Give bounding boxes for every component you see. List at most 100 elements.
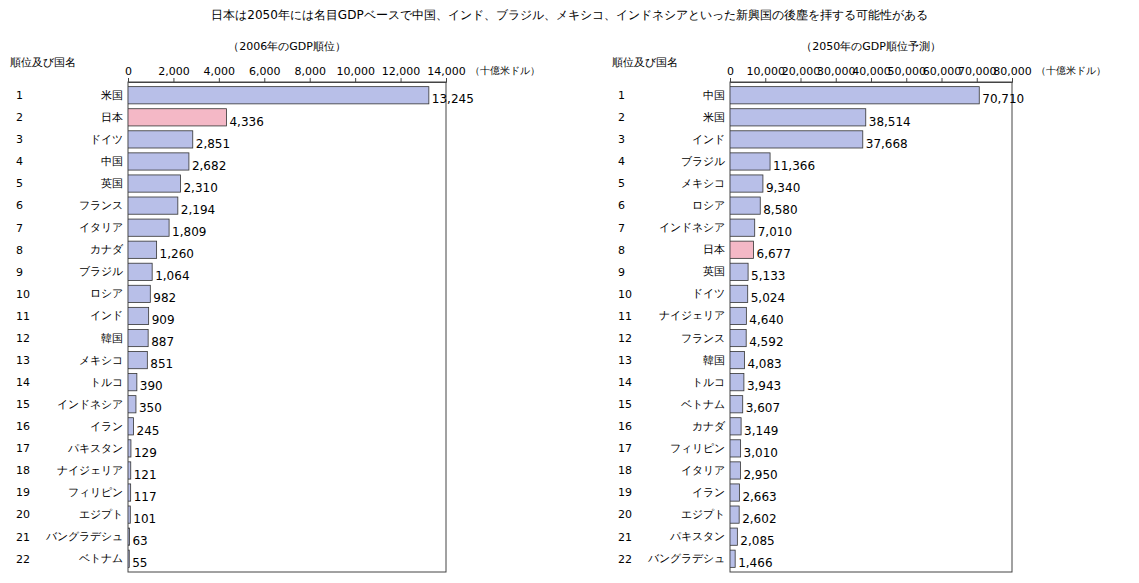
category-tick: パキスタン [67, 442, 123, 455]
category-tick: カナダ [692, 420, 726, 433]
rank-label: 22 [618, 553, 632, 566]
bar [128, 307, 149, 324]
rank-label: 2 [16, 111, 23, 124]
tick: 10,000 [336, 65, 375, 82]
data-label: 350 [139, 401, 162, 415]
bar [128, 396, 136, 413]
category-label: トルコ [90, 376, 123, 389]
bar [730, 197, 760, 214]
category-tick: トルコ [692, 376, 725, 389]
data-label: 4,336 [229, 115, 263, 129]
data-label: 982 [153, 291, 176, 305]
data-label: 909 [152, 313, 175, 327]
category-label: フィリピン [68, 486, 123, 499]
bar [128, 87, 429, 104]
bar [128, 131, 193, 148]
bar [128, 418, 134, 435]
tick-label: 0 [727, 65, 734, 78]
rank-label: 4 [618, 155, 625, 168]
tick-mark [128, 78, 129, 82]
category-label: ブラジル [79, 265, 123, 278]
tick: 10,000 [747, 65, 786, 82]
category-tick: ベトナム [681, 398, 725, 411]
data-label: 2,310 [183, 181, 217, 195]
tick-mark [977, 78, 978, 82]
category-label: メキシコ [681, 177, 725, 190]
data-label: 8,580 [763, 203, 797, 217]
tick-label: 6,000 [249, 65, 281, 78]
category-label: インド [692, 133, 725, 146]
bar [730, 329, 746, 346]
bar [730, 241, 754, 258]
data-label: 4,640 [749, 313, 783, 327]
bar [128, 219, 169, 236]
x-axis: 02,0004,0006,0008,00010,00012,00014,000 [125, 65, 466, 83]
rank-label: 6 [618, 199, 625, 212]
rank-label: 13 [618, 354, 632, 367]
tick-mark [836, 78, 837, 82]
category-label: カナダ [90, 243, 124, 256]
tick-label: 40,000 [852, 65, 891, 78]
category-label: ブラジル [681, 155, 725, 168]
category-tick: フィリピン [68, 486, 123, 499]
bar [128, 351, 147, 368]
data-label: 13,245 [432, 92, 474, 106]
tick-label: 50,000 [888, 65, 927, 78]
rank-label: 4 [16, 155, 23, 168]
data-label: 2,663 [742, 490, 776, 504]
category-label: 日本 [101, 111, 123, 124]
category-label: イタリア [79, 221, 123, 234]
category-label: ロシア [692, 199, 725, 212]
bar [730, 506, 739, 523]
bar [128, 374, 137, 391]
category-tick: フランス [79, 199, 123, 212]
rank-label: 5 [618, 177, 625, 190]
rank-label: 10 [618, 288, 632, 301]
rank-label: 8 [618, 244, 625, 257]
tick: 0 [727, 65, 734, 82]
category-label: メキシコ [79, 354, 123, 367]
data-label: 3,943 [747, 379, 781, 393]
category-tick: メキシコ [681, 177, 725, 190]
category-tick: メキシコ [79, 354, 123, 367]
category-tick: イラン [90, 420, 123, 433]
tick: 4,000 [204, 65, 236, 82]
data-label: 117 [134, 490, 157, 504]
data-label: 38,514 [869, 115, 911, 129]
data-label: 70,710 [982, 92, 1024, 106]
tick-mark [730, 78, 731, 82]
bar [730, 219, 755, 236]
data-label: 4,592 [749, 335, 783, 349]
tick: 8,000 [294, 65, 326, 82]
category-tick: ブラジル [681, 155, 725, 168]
data-label: 5,133 [751, 269, 785, 283]
tick-label: 0 [125, 65, 132, 78]
category-tick: ドイツ [692, 287, 725, 300]
category-tick: ベトナム [79, 552, 123, 565]
category-label: エジプト [79, 508, 123, 521]
rank-label: 3 [16, 133, 23, 146]
rank-label: 2 [618, 111, 625, 124]
rank-label: 11 [16, 310, 30, 323]
data-label: 63 [132, 534, 147, 548]
category-tick: 中国 [101, 155, 123, 168]
bar [730, 153, 770, 170]
chart-canvas: 日本は2050年には名目GDPベースで中国、インド、ブラジル、メキシコ、インドネ… [0, 0, 1139, 583]
data-label: 121 [134, 468, 157, 482]
category-label: インドネシア [659, 221, 725, 234]
data-label: 2,682 [192, 159, 226, 173]
category-tick: 中国 [703, 89, 725, 102]
plot-frame [730, 82, 1012, 572]
bar [128, 440, 131, 457]
data-label: 1,809 [172, 225, 206, 239]
rank-label: 3 [618, 133, 625, 146]
rank-label: 7 [618, 222, 625, 235]
category-label: ドイツ [692, 287, 725, 300]
plot-frame [128, 82, 446, 572]
category-label: トルコ [692, 376, 725, 389]
bar [730, 175, 763, 192]
tick-mark [942, 78, 943, 82]
category-tick: イラン [692, 486, 725, 499]
data-label: 7,010 [758, 225, 792, 239]
data-label: 851 [150, 357, 173, 371]
